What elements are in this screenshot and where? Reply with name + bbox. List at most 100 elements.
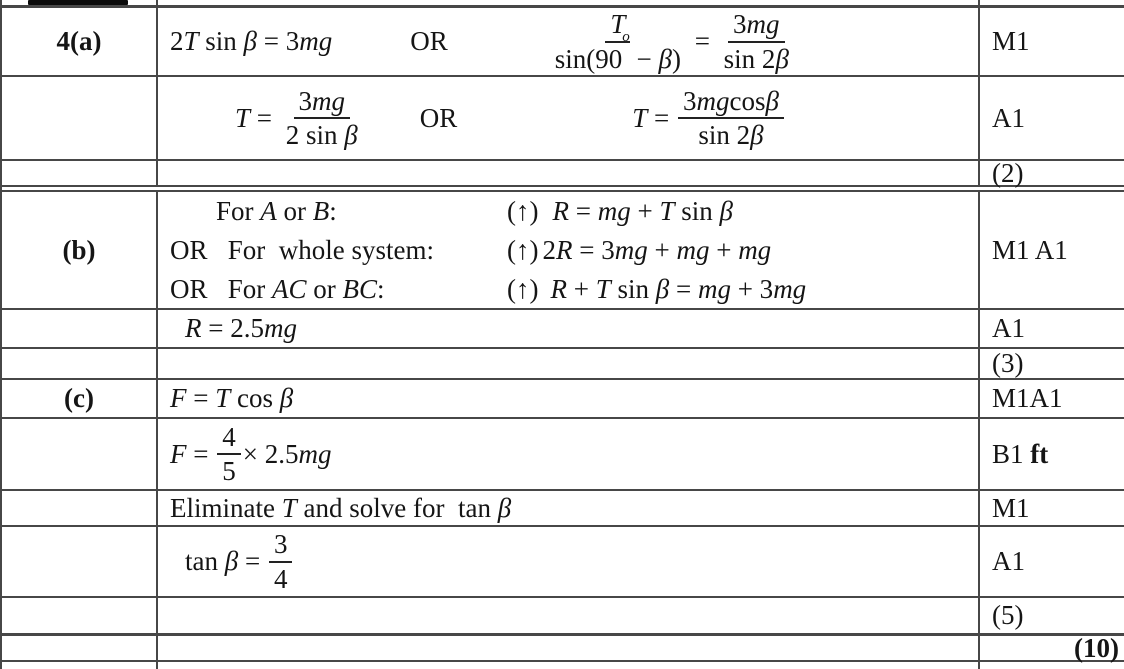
fraction-numerator: 3 mg xyxy=(728,9,785,43)
text-run: = xyxy=(647,102,677,133)
text-run: 2 sin xyxy=(285,120,345,150)
math-variable: mg xyxy=(676,234,710,265)
math-variable: β xyxy=(765,85,779,116)
question-label: 4(a) xyxy=(56,26,102,56)
working-cell xyxy=(158,598,980,633)
question-cell xyxy=(2,598,158,633)
marks-cell: A1 xyxy=(980,77,1124,159)
text-run: = xyxy=(250,102,279,133)
bold-text: ft xyxy=(1030,438,1049,469)
row-4b: (b) For A or B: (↑) R = mg + T sin β OR For … xyxy=(2,192,1124,310)
working-cell: Eliminate T and solve for tan β xyxy=(158,491,980,525)
text-run: = xyxy=(238,546,267,577)
question-label: (c) xyxy=(64,383,94,413)
text-run: sin xyxy=(674,196,720,227)
text-run: or xyxy=(276,196,313,227)
row-4c-method: Eliminate T and solve for tan β M1 xyxy=(2,491,1124,527)
fraction-denominator: sin(90 o − β) xyxy=(554,28,681,74)
math-variable: β xyxy=(750,120,764,150)
text-run: + 3 xyxy=(730,273,774,304)
working-cell xyxy=(158,636,980,660)
cut-off-text-remnant xyxy=(28,0,128,5)
spacer xyxy=(457,118,632,119)
marks-cell: (10) xyxy=(980,632,1124,663)
math-variable: mg xyxy=(299,26,333,57)
working-line: R = 2.5 mg xyxy=(170,313,978,344)
row-4c-friction: F = 4 5 × 2.5 mg B1 ft xyxy=(2,419,1124,491)
marks-cell: M1 xyxy=(980,8,1124,75)
math-variable: T xyxy=(659,196,675,227)
math-variable: mg xyxy=(773,273,807,304)
math-variable: mg xyxy=(697,273,731,304)
fraction-denominator: 4 xyxy=(269,563,293,594)
text-run: (↑) xyxy=(507,234,539,265)
text-run: + xyxy=(630,196,660,227)
marks-cell xyxy=(980,0,1124,5)
text-run: M1 A1 xyxy=(992,234,1068,265)
math-variable: R xyxy=(550,273,567,304)
text-run: 3 xyxy=(683,85,697,116)
text-run: ) xyxy=(671,43,681,74)
text-run: sin xyxy=(198,26,244,57)
math-variable: mg xyxy=(263,313,297,344)
row-4c-total: (5) xyxy=(2,598,1124,636)
partial-bottom-row xyxy=(2,662,1124,669)
marks-cell: (5) xyxy=(980,598,1124,633)
text-run: : xyxy=(377,273,385,304)
text-run: For xyxy=(216,196,261,227)
math-variable: F xyxy=(170,383,187,414)
spacer xyxy=(538,288,550,289)
math-variable: T xyxy=(281,492,297,523)
working-line: F = T cos β xyxy=(170,383,978,414)
text-run: sin xyxy=(610,273,656,304)
aligned-box: OR For whole system: xyxy=(170,234,507,265)
math-variable: AC xyxy=(272,273,307,304)
text-run: (3) xyxy=(992,348,1024,378)
text-run: = xyxy=(186,383,216,414)
marks-cell: A1 xyxy=(980,310,1124,347)
text-run: : xyxy=(329,196,337,227)
math-variable: R xyxy=(185,313,202,344)
working-cell: R = 2.5 mg xyxy=(158,310,980,347)
math-variable: T xyxy=(235,102,251,133)
spacer xyxy=(170,328,185,329)
question-cell: (b) xyxy=(2,192,158,308)
text-run: (↑) xyxy=(507,196,539,227)
marks-cell: (2) xyxy=(980,159,1124,186)
row-4b-answer: R = 2.5 mg A1 xyxy=(2,310,1124,349)
text-run: A1 xyxy=(992,546,1025,576)
aligned-box: For A or B: xyxy=(170,196,507,227)
question-cell xyxy=(2,491,158,525)
text-run: 4 xyxy=(222,421,236,452)
text-run: 2 xyxy=(542,234,556,265)
question-cell xyxy=(2,527,158,596)
text-run: sin 2 xyxy=(698,120,751,150)
working-cell: F = 4 5 × 2.5 mg xyxy=(158,419,980,489)
math-variable: mg xyxy=(614,234,648,265)
text-run: OR For whole system: xyxy=(170,234,435,265)
math-variable: mg xyxy=(738,234,772,265)
marks-cell: M1 A1 xyxy=(980,192,1124,308)
text-run: + xyxy=(566,273,596,304)
fraction-numerator: 3 xyxy=(268,529,293,563)
question-label: (b) xyxy=(62,234,96,265)
question-cell: (c) xyxy=(2,380,158,417)
math-variable: BC xyxy=(342,273,378,304)
text-run: − xyxy=(629,43,659,74)
fraction-numerator: 3 mg xyxy=(293,86,350,119)
math-variable: β xyxy=(719,196,733,227)
text-run: 3 xyxy=(733,9,747,40)
math-variable: β xyxy=(655,273,670,304)
text-run: OR xyxy=(410,26,448,57)
working-cell xyxy=(158,161,980,185)
bold-text: (10) xyxy=(1074,632,1119,663)
working-cell xyxy=(158,662,980,669)
